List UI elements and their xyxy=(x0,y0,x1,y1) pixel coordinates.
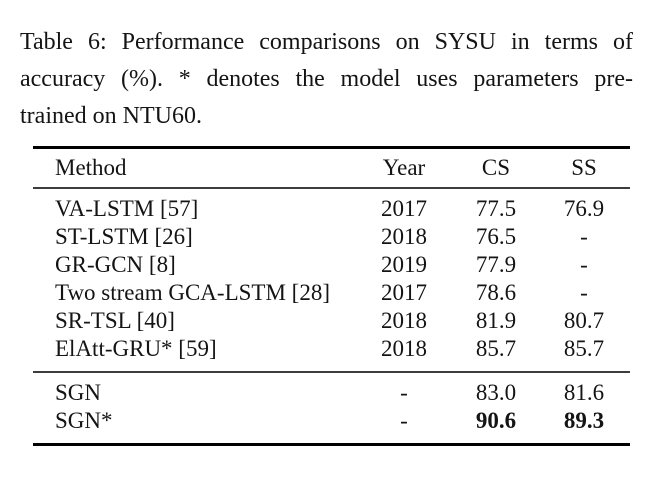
cell-cs: 78.6 xyxy=(475,280,517,305)
column-header-method: Method xyxy=(33,147,354,189)
cell-year: 2017 xyxy=(381,280,427,305)
caption-line-2: accuracy (%). * denotes the model uses p… xyxy=(20,66,633,92)
table-row: ElAtt-GRU* [59] 2018 85.7 85.7 xyxy=(33,335,630,373)
table-caption: Table 6: Performance comparisons on SYSU… xyxy=(20,24,633,135)
cell-ss: 76.9 xyxy=(563,196,605,221)
table-group-sgn-methods: SGN - 83.0 81.6 SGN* - 90.6 89.3 xyxy=(33,372,630,445)
cell-method: ElAtt-GRU* [59] xyxy=(33,335,354,373)
cell-method: VA-LSTM [57] xyxy=(55,196,199,221)
cell-cs: 76.5 xyxy=(475,224,517,249)
cell-ss: 81.6 xyxy=(563,380,605,405)
table-row: SR-TSL [40] 2018 81.9 80.7 xyxy=(33,307,630,335)
column-header-year: Year xyxy=(354,147,454,189)
table-row: ST-LSTM [26] 2018 76.5 - xyxy=(33,223,630,251)
table-group-prior-methods: VA-LSTM [57] 2017 77.5 76.9 ST-LSTM [26] 2018… xyxy=(33,188,630,373)
cell-method: SR-TSL [40] xyxy=(55,308,175,333)
cell-method: SGN xyxy=(55,380,102,405)
table-row: SGN* - 90.6 89.3 xyxy=(33,407,630,445)
cell-year: - xyxy=(400,408,408,433)
table-row: GR-GCN [8] 2019 77.9 - xyxy=(33,251,630,279)
table-row: VA-LSTM [57] 2017 77.5 76.9 xyxy=(33,188,630,223)
cell-ss: - xyxy=(580,280,588,305)
cell-ss: 89.3 xyxy=(563,408,605,433)
caption-line-1: Table 6: Performance comparisons on SYSU… xyxy=(20,29,633,55)
cell-year: - xyxy=(400,380,408,405)
cell-ss: - xyxy=(580,224,588,249)
column-header-ss: SS xyxy=(538,147,630,189)
cell-year: 2019 xyxy=(381,252,427,277)
cell-ss: 80.7 xyxy=(563,308,605,333)
table-row: Two stream GCA-LSTM [28] 2017 78.6 - xyxy=(33,279,630,307)
cell-cs: 77.9 xyxy=(475,252,517,277)
cell-method: SGN* xyxy=(55,408,113,433)
caption-line-3: trained on NTU60. xyxy=(20,103,202,129)
cell-cs: 83.0 xyxy=(475,380,517,405)
cell-cs: 81.9 xyxy=(475,308,517,333)
cell-method: GR-GCN [8] xyxy=(55,252,176,277)
cell-ss: - xyxy=(580,252,588,277)
cell-method: Two stream GCA-LSTM [28] xyxy=(55,280,330,305)
table-header: Method Year CS SS xyxy=(33,147,630,189)
cell-cs: 85.7 xyxy=(454,335,538,373)
cell-year: 2018 xyxy=(381,308,427,333)
table-row: SGN - 83.0 81.6 xyxy=(33,372,630,407)
cell-year: 2018 xyxy=(354,335,454,373)
cell-year: 2018 xyxy=(381,224,427,249)
header-row: Method Year CS SS xyxy=(33,147,630,189)
cell-cs: 90.6 xyxy=(475,408,517,433)
cell-year: 2017 xyxy=(381,196,427,221)
results-table: Method Year CS SS VA-LSTM [57] 2017 77.5 76… xyxy=(33,146,630,446)
cell-ss: 85.7 xyxy=(538,335,630,373)
cell-cs: 77.5 xyxy=(475,196,517,221)
cell-method: ST-LSTM [26] xyxy=(55,224,193,249)
column-header-cs: CS xyxy=(454,147,538,189)
